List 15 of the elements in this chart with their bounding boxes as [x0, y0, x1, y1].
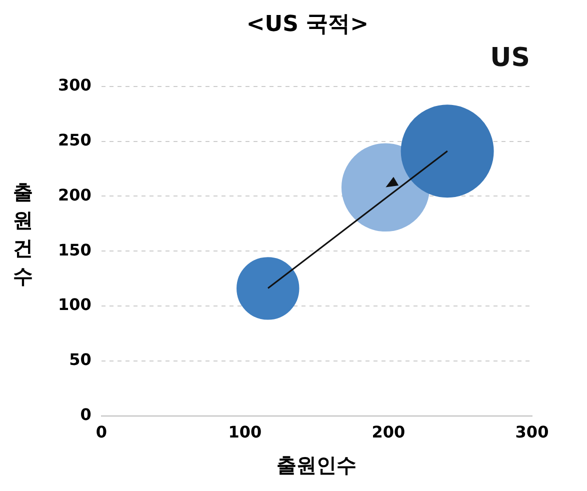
y-tick-label: 300: [58, 76, 92, 95]
x-tick-label: 100: [228, 422, 262, 442]
y-tick-label: 150: [58, 240, 92, 260]
y-tick-label: 50: [69, 350, 92, 370]
x-tick-label: 0: [96, 422, 107, 442]
x-axis-title: 출원인수: [276, 453, 357, 478]
y-tick-label: 200: [58, 185, 92, 204]
x-tick-label: 300: [515, 422, 549, 442]
y-tick-label: 100: [58, 295, 92, 314]
y-tick-label: 0: [80, 404, 92, 424]
x-tick-label: 200: [372, 422, 406, 442]
chart-title: <US 국적>: [246, 12, 369, 37]
text: US: [490, 43, 530, 74]
y-tick-label: 250: [58, 130, 92, 150]
y-axis-title: 출원건수: [12, 179, 34, 290]
